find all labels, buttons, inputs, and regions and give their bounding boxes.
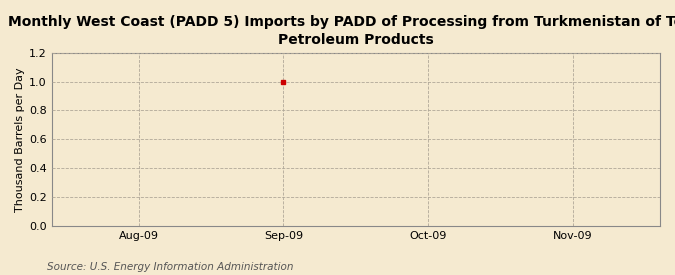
Text: Source: U.S. Energy Information Administration: Source: U.S. Energy Information Administ… <box>47 262 294 272</box>
Title: Monthly West Coast (PADD 5) Imports by PADD of Processing from Turkmenistan of T: Monthly West Coast (PADD 5) Imports by P… <box>8 15 675 47</box>
Y-axis label: Thousand Barrels per Day: Thousand Barrels per Day <box>15 67 25 212</box>
